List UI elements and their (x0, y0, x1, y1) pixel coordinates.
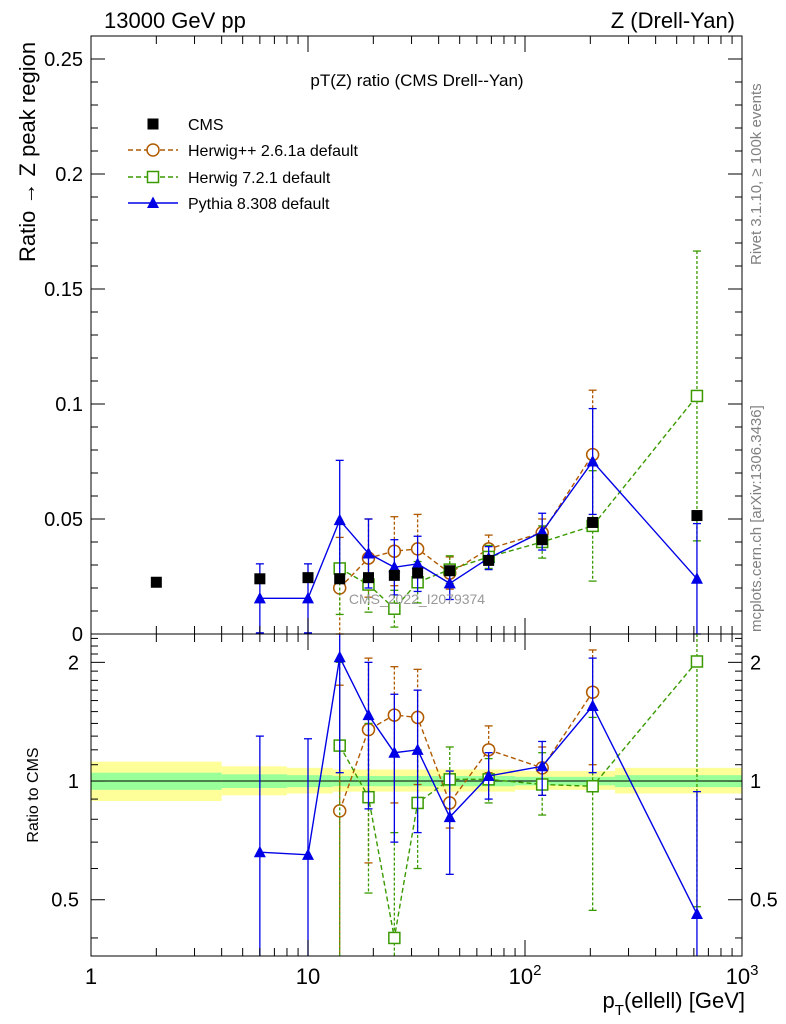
rivet-version-label: Rivet 3.1.10, ≥ 100k events (748, 83, 765, 265)
main-y-tick-label: 0 (72, 624, 83, 646)
main-y-tick-label: 0.25 (44, 49, 83, 71)
ratio-series (253, 634, 703, 956)
pythia-point (443, 810, 456, 823)
pythia-point (362, 547, 375, 559)
pythia-point (362, 708, 375, 721)
cms-data-point (587, 516, 599, 528)
cms-data-point (483, 554, 495, 566)
ratio-y-tick-label-right: 2 (750, 652, 761, 674)
ratio-line (339, 661, 698, 939)
pythia-point (586, 699, 599, 711)
ratio-y-tick-label-right: 0.5 (750, 890, 778, 912)
pythia-point (388, 746, 401, 758)
ratio-y-tick-label: 0.5 (51, 890, 79, 912)
legend-label: CMS (188, 117, 224, 134)
pythia-point (333, 650, 346, 663)
pythia-point (253, 845, 266, 858)
herwig7-point (388, 931, 401, 945)
herwig7-point (586, 780, 599, 793)
ratio-panel: 0.5 0.5 1 1 2 2 1 10 102 103 Ratio to CMS (25, 633, 778, 989)
main-panel: 0 0.05 0.1 0.15 0.2 0.25 pT(Z) ratio (CMS Dre… (15, 35, 743, 646)
cms-data-point (362, 572, 374, 584)
main-y-tick-label: 0.05 (44, 509, 83, 531)
legend: CMS Herwig++ 2.6.1a default Herwig 7.2.1 d… (128, 117, 358, 213)
x-tick-label: 102 (509, 962, 542, 989)
pythia-point (333, 513, 346, 526)
cms-data-point (334, 573, 346, 585)
pythia-point (411, 557, 424, 569)
chart-title: pT(Z) ratio (CMS Drell--Yan) (310, 71, 523, 90)
cms-data-point (302, 572, 314, 584)
x-tick-label: 10 (296, 964, 320, 989)
herwig7-point (690, 655, 704, 668)
legend-label: Herwig++ 2.6.1a default (188, 143, 358, 160)
legend-label: Herwig 7.2.1 default (188, 170, 331, 187)
legend-label: Pythia 8.308 default (188, 196, 330, 213)
herwig7-point (388, 602, 401, 615)
pythia-point (302, 848, 314, 860)
main-y-tick-label: 0.2 (55, 164, 83, 186)
main-y-tick-label: 0.1 (55, 394, 83, 416)
cms-data-point (150, 576, 162, 588)
ratio-y-tick-label: 2 (68, 652, 79, 674)
cms-data-point (691, 510, 703, 522)
pythia-point (253, 591, 266, 604)
ratio-y-tick-label: 1 (68, 771, 79, 793)
header-right: Z (Drell-Yan) (611, 8, 735, 33)
legend-marker-herwig7 (146, 170, 160, 184)
pythia-point (536, 525, 549, 537)
cms-data-point (536, 534, 548, 546)
watermark: CMS_2022_I2079374 (349, 591, 485, 607)
x-tick-label: 103 (726, 962, 759, 989)
header-left: 13000 GeV pp (104, 8, 246, 33)
ratio-y-axis-label: Ratio to CMS (25, 747, 42, 842)
pythia-point (388, 560, 401, 573)
pythia-point (536, 759, 549, 772)
main-line (339, 454, 594, 589)
main-y-axis-label: Ratio → Z peak region (15, 42, 40, 262)
pythia-point (482, 769, 495, 781)
pythia-point (586, 455, 599, 467)
x-tick-label: 1 (85, 964, 97, 989)
pythia-point (690, 572, 703, 584)
pythia-point (411, 743, 424, 755)
legend-marker-herwig-pp (146, 143, 160, 157)
pythia-point (690, 907, 703, 920)
ratio-frame (90, 633, 743, 957)
cms-data-point (412, 567, 424, 579)
legend-marker-pythia (147, 196, 159, 208)
main-line (259, 460, 698, 600)
main-y-tick-label: 0.15 (44, 279, 83, 301)
ratio-series (333, 634, 704, 956)
herwig7-point (690, 389, 704, 403)
legend-marker-cms (147, 118, 159, 130)
cms-data-point (444, 565, 456, 577)
cms-data-point (388, 569, 400, 581)
pythia-point (302, 591, 314, 604)
pythia-point (443, 576, 456, 589)
x-axis-label: pT(ellell) [GeV] (603, 988, 745, 1019)
ratio-y-tick-label-right: 1 (750, 771, 761, 793)
cms-data-point (254, 573, 266, 585)
main-series (150, 510, 703, 588)
mcplots-label: mcplots.cern.ch [arXiv:1306.3436] (748, 405, 765, 632)
